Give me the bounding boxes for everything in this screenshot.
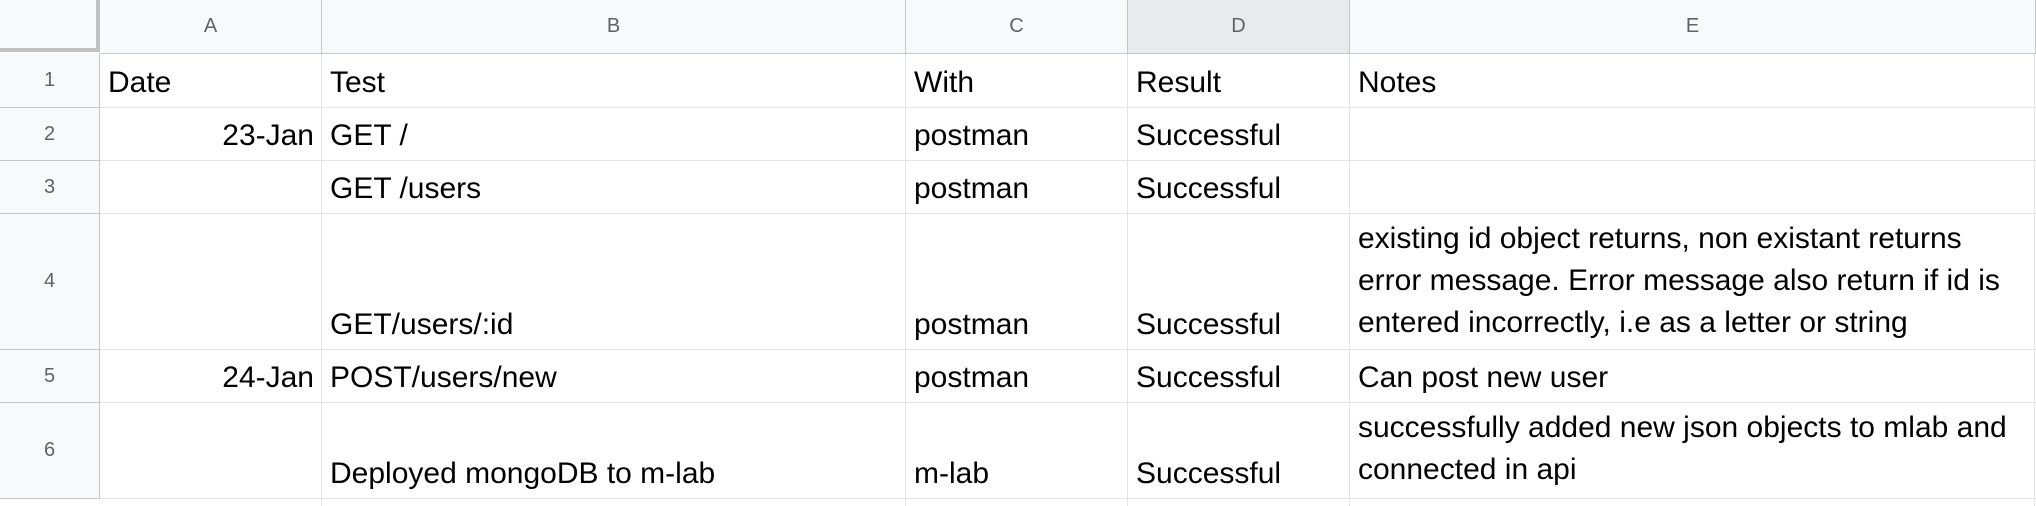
cell-e1[interactable]: Notes xyxy=(1358,66,1437,99)
cell-d1[interactable]: Result xyxy=(1136,66,1222,99)
row-header-3[interactable]: 3 xyxy=(0,161,100,214)
cell-a1[interactable]: Date xyxy=(108,66,172,99)
cell-c5[interactable]: postman xyxy=(914,361,1030,394)
select-all-corner[interactable] xyxy=(0,0,100,52)
cell-d4[interactable]: Successful xyxy=(1136,308,1282,341)
column-divider xyxy=(2034,0,2035,506)
row-header-1[interactable]: 1 xyxy=(0,54,100,108)
row-divider xyxy=(0,107,2036,108)
cell-d3[interactable]: Successful xyxy=(1136,172,1282,205)
cell-a5[interactable]: 24-Jan xyxy=(222,361,314,394)
cell-a3[interactable] xyxy=(100,161,322,214)
cell-c6[interactable]: m-lab xyxy=(914,457,990,490)
cell-b3[interactable]: GET /users xyxy=(330,172,482,205)
cell-e5[interactable]: Can post new user xyxy=(1358,361,1609,394)
column-header-c[interactable]: C xyxy=(906,0,1128,54)
cell-e4[interactable]: existing id object returns, non existant… xyxy=(1358,222,2000,339)
column-header-b[interactable]: B xyxy=(322,0,906,54)
cell-b4[interactable]: GET/users/:id xyxy=(330,308,514,341)
row-header-2[interactable]: 2 xyxy=(0,108,100,161)
cell-d6[interactable]: Successful xyxy=(1136,457,1282,490)
cell-e6[interactable]: successfully added new json objects to m… xyxy=(1358,411,2007,486)
row-divider xyxy=(0,213,2036,214)
cell-c3[interactable]: postman xyxy=(914,172,1030,205)
cell-e2[interactable] xyxy=(1350,108,2034,161)
cell-c1[interactable]: With xyxy=(914,66,974,99)
column-divider xyxy=(321,0,322,506)
cell-b2[interactable]: GET / xyxy=(330,119,408,152)
cell-e3[interactable] xyxy=(1350,161,2034,214)
cell-b5[interactable]: POST/users/new xyxy=(330,361,557,394)
column-header-a[interactable]: A xyxy=(100,0,322,54)
column-divider xyxy=(1127,0,1128,506)
cell-d5[interactable]: Successful xyxy=(1136,361,1282,394)
row-header-6[interactable]: 6 xyxy=(0,403,100,499)
row-divider xyxy=(0,498,2036,499)
cell-b1[interactable]: Test xyxy=(330,66,386,99)
column-header-d[interactable]: D xyxy=(1128,0,1350,54)
row-header-4[interactable]: 4 xyxy=(0,214,100,350)
row-divider xyxy=(0,160,2036,161)
cell-a2[interactable]: 23-Jan xyxy=(222,119,314,152)
cell-c2[interactable]: postman xyxy=(914,119,1030,152)
cell-b6[interactable]: Deployed mongoDB to m-lab xyxy=(330,457,716,490)
cell-a6[interactable] xyxy=(100,403,322,499)
column-divider xyxy=(1349,0,1350,506)
row-divider xyxy=(0,402,2036,403)
column-header-e[interactable]: E xyxy=(1350,0,2036,54)
row-divider xyxy=(0,349,2036,350)
column-divider xyxy=(905,0,906,506)
cell-c4[interactable]: postman xyxy=(914,308,1030,341)
row-header-5[interactable]: 5 xyxy=(0,350,100,403)
cell-d2[interactable]: Successful xyxy=(1136,119,1282,152)
cell-a4[interactable] xyxy=(100,214,322,350)
